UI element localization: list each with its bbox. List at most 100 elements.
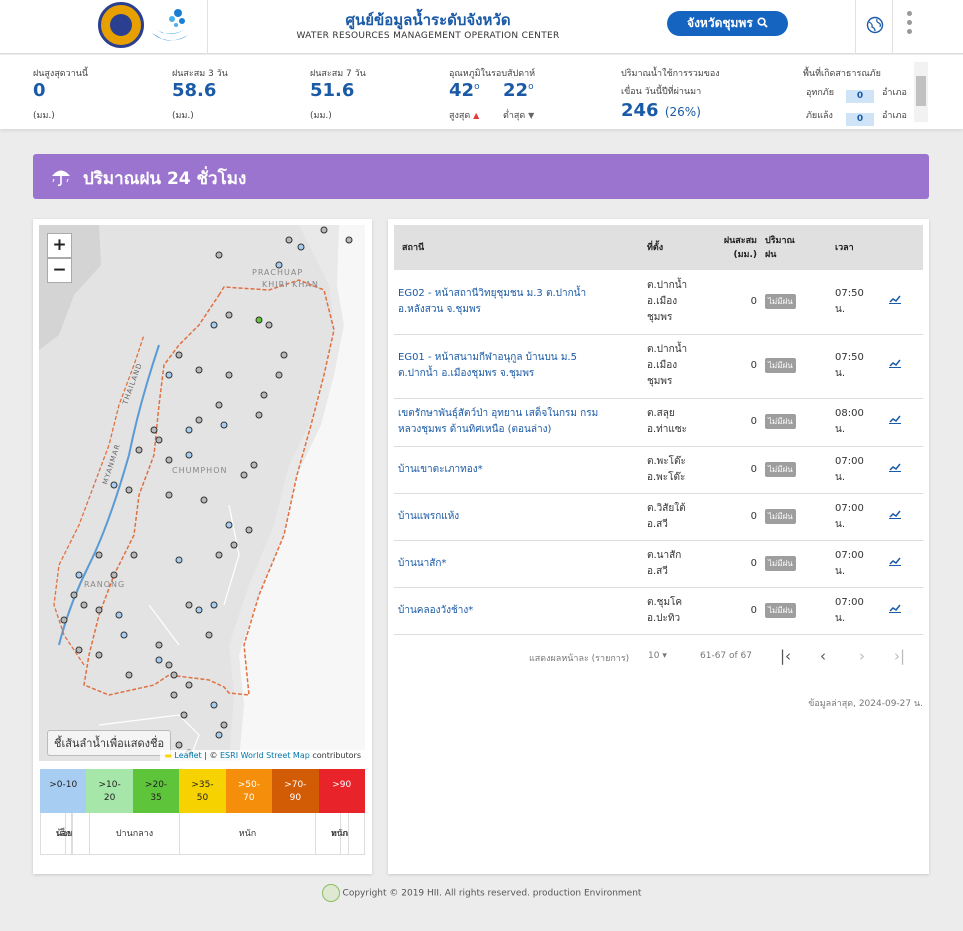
trend-chart-icon[interactable] xyxy=(889,294,901,304)
station-marker[interactable] xyxy=(155,436,163,444)
col-amount[interactable]: ปริมาณ ฝน xyxy=(761,225,831,270)
station-marker[interactable] xyxy=(60,616,68,624)
station-marker[interactable] xyxy=(345,236,353,244)
station-marker[interactable] xyxy=(170,691,178,699)
trend-chart-icon[interactable] xyxy=(889,462,901,472)
station-marker[interactable] xyxy=(245,526,253,534)
leaflet-link[interactable]: Leaflet xyxy=(174,751,202,760)
station-marker[interactable] xyxy=(195,416,203,424)
station-marker[interactable] xyxy=(170,671,178,679)
station-marker[interactable] xyxy=(130,551,138,559)
station-marker[interactable] xyxy=(225,521,233,529)
station-name-link[interactable]: EG01 - หน้าสนามกีฬาอนุกูล บ้านบน ม.5 ต.ปา… xyxy=(394,334,643,399)
station-marker[interactable] xyxy=(205,631,213,639)
stat-rain-7day-value[interactable]: 51.6 xyxy=(310,80,355,101)
station-marker[interactable] xyxy=(110,481,118,489)
station-marker[interactable] xyxy=(255,316,263,324)
table-row[interactable]: บ้านเขาตะเภาทอง* ต.พะโต๊ะ อ.พะโต๊ะ 0 ไม่มีฝน… xyxy=(394,446,923,494)
station-marker[interactable] xyxy=(275,371,283,379)
stat-rain-max-value[interactable]: 0 xyxy=(33,80,46,101)
station-marker[interactable] xyxy=(320,226,328,234)
globe-icon[interactable] xyxy=(866,16,884,34)
station-marker[interactable] xyxy=(220,421,228,429)
station-marker[interactable] xyxy=(240,471,248,479)
pager-rows-select[interactable]: 10 ▾ xyxy=(648,651,667,661)
stat-reservoir-value[interactable]: 246 (26%) xyxy=(621,100,701,121)
station-marker[interactable] xyxy=(215,401,223,409)
station-marker[interactable] xyxy=(135,446,143,454)
station-marker[interactable] xyxy=(155,641,163,649)
station-marker[interactable] xyxy=(230,541,238,549)
rain-map[interactable]: PRACHUAP KHIRI KHAN CHUMPHON RANONG THAI… xyxy=(39,225,365,761)
col-location[interactable]: ที่ตั้ง xyxy=(643,225,711,270)
trend-cell[interactable] xyxy=(885,446,923,494)
more-menu-icon[interactable] xyxy=(907,11,913,38)
trend-chart-icon[interactable] xyxy=(889,556,901,566)
station-marker[interactable] xyxy=(125,486,133,494)
trend-cell[interactable] xyxy=(885,398,923,447)
station-marker[interactable] xyxy=(155,656,163,664)
station-marker[interactable] xyxy=(115,611,123,619)
station-marker[interactable] xyxy=(80,601,88,609)
province-search-button[interactable]: จังหวัดชุมพร xyxy=(667,11,788,36)
station-marker[interactable] xyxy=(110,571,118,579)
station-marker[interactable] xyxy=(200,496,208,504)
zoom-in-button[interactable]: + xyxy=(47,233,72,258)
first-page-icon[interactable]: |‹ xyxy=(780,647,792,665)
station-name-link[interactable]: บ้านแพรกแห้ง xyxy=(394,493,643,541)
station-marker[interactable] xyxy=(195,606,203,614)
col-station[interactable]: สถานี xyxy=(394,225,643,270)
last-page-icon[interactable]: ›| xyxy=(894,647,906,665)
station-marker[interactable] xyxy=(185,601,193,609)
station-marker[interactable] xyxy=(175,556,183,564)
station-marker[interactable] xyxy=(95,651,103,659)
station-marker[interactable] xyxy=(210,601,218,609)
station-marker[interactable] xyxy=(225,311,233,319)
esri-link[interactable]: ESRI World Street Map xyxy=(220,751,310,760)
station-marker[interactable] xyxy=(215,251,223,259)
station-marker[interactable] xyxy=(165,661,173,669)
station-marker[interactable] xyxy=(165,491,173,499)
station-name-link[interactable]: บ้านคลองวังช้าง* xyxy=(394,587,643,635)
station-marker[interactable] xyxy=(280,351,288,359)
stat-temp-min-value[interactable]: 22o xyxy=(503,80,534,101)
station-marker[interactable] xyxy=(75,571,83,579)
stat-temp-max-value[interactable]: 42o xyxy=(449,80,480,101)
station-name-link[interactable]: EG02 - หน้าสถานีวิทยุชุมชน ม.3 ต.ปากน้ำอ… xyxy=(394,270,643,335)
station-marker[interactable] xyxy=(260,391,268,399)
station-marker[interactable] xyxy=(185,426,193,434)
station-name-link[interactable]: เขตรักษาพันธุ์สัตว์ป่า อุทยาน เสด็จในกรม… xyxy=(394,398,643,447)
table-row[interactable]: บ้านแพรกแห้ง ต.วิสัยใต้ อ.สวี 0 ไม่มีฝน 07:00… xyxy=(394,493,923,541)
disaster-drought-count[interactable]: 0 xyxy=(846,106,874,126)
table-row[interactable]: EG02 - หน้าสถานีวิทยุชุมชน ม.3 ต.ปากน้ำอ… xyxy=(394,270,923,335)
station-marker[interactable] xyxy=(215,731,223,739)
scrollbar-thumb[interactable] xyxy=(916,76,926,106)
station-marker[interactable] xyxy=(165,371,173,379)
stat-rain-3day-value[interactable]: 58.6 xyxy=(172,80,217,101)
table-row[interactable]: บ้านคลองวังช้าง* ต.ชุมโค อ.ปะทิว 0 ไม่มีฝน 07… xyxy=(394,587,923,635)
station-marker[interactable] xyxy=(210,321,218,329)
trend-chart-icon[interactable] xyxy=(889,509,901,519)
station-name-link[interactable]: บ้านนาสัก* xyxy=(394,540,643,588)
station-marker[interactable] xyxy=(265,321,273,329)
station-marker[interactable] xyxy=(215,551,223,559)
trend-chart-icon[interactable] xyxy=(889,358,901,368)
station-marker[interactable] xyxy=(175,351,183,359)
station-marker[interactable] xyxy=(210,701,218,709)
trend-cell[interactable] xyxy=(885,540,923,588)
col-time[interactable]: เวลา xyxy=(831,225,885,270)
station-marker[interactable] xyxy=(285,236,293,244)
table-row[interactable]: EG01 - หน้าสนามกีฬาอนุกูล บ้านบน ม.5 ต.ปา… xyxy=(394,334,923,399)
station-marker[interactable] xyxy=(195,366,203,374)
station-marker[interactable] xyxy=(120,631,128,639)
station-marker[interactable] xyxy=(70,591,78,599)
station-marker[interactable] xyxy=(220,721,228,729)
trend-chart-icon[interactable] xyxy=(889,603,901,613)
station-marker[interactable] xyxy=(225,371,233,379)
station-marker[interactable] xyxy=(255,411,263,419)
station-marker[interactable] xyxy=(185,681,193,689)
station-name-link[interactable]: บ้านเขาตะเภาทอง* xyxy=(394,446,643,494)
station-marker[interactable] xyxy=(125,671,133,679)
station-marker[interactable] xyxy=(95,606,103,614)
col-accumulated[interactable]: ฝนสะสม (มม.) xyxy=(711,225,761,270)
